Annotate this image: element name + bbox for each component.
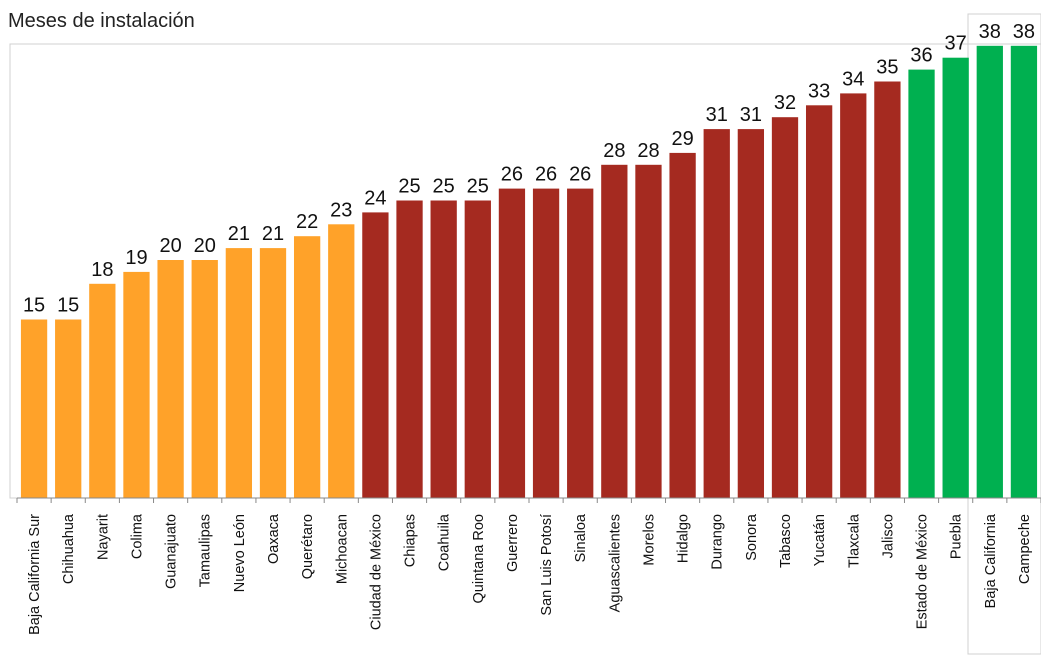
bar (1010, 45, 1038, 499)
bar (771, 117, 799, 498)
data-label: 26 (535, 164, 557, 186)
x-tick-label: Yucatán (812, 514, 828, 566)
x-tick-label: Michoacan (334, 514, 350, 584)
bar (225, 248, 253, 498)
bar (293, 236, 321, 498)
x-tick-label: Nuevo León (232, 514, 248, 592)
x-tick-label: Puebla (949, 513, 965, 559)
data-label: 15 (57, 295, 79, 317)
bar (55, 319, 82, 498)
data-label: 37 (945, 33, 967, 55)
data-label: 24 (364, 187, 386, 209)
x-tick-label: Jalisco (880, 514, 896, 558)
bar (20, 319, 48, 498)
data-label: 32 (774, 92, 796, 114)
bar (840, 93, 867, 499)
bar (191, 260, 218, 498)
x-tick-label: Baja California Sur (27, 514, 43, 635)
x-tick-label: Campeche (1017, 514, 1033, 584)
data-label: 18 (91, 259, 113, 281)
bar (498, 188, 526, 498)
x-tick-label: Tabasco (778, 514, 794, 568)
x-tick-label: Aguascalientes (607, 514, 623, 612)
bar (328, 224, 355, 499)
data-label: 29 (671, 128, 693, 150)
x-tick-label: Chihuahua (61, 513, 77, 584)
x-tick-label: Quintana Roo (471, 514, 487, 603)
data-label: 20 (159, 235, 181, 257)
data-label: 22 (296, 211, 318, 233)
x-tick-label: Tamaulipas (198, 514, 214, 587)
data-label: 33 (808, 80, 830, 102)
data-label: 34 (842, 68, 864, 90)
data-label: 26 (501, 164, 523, 186)
x-tick-label: Guanajuato (164, 514, 180, 589)
x-tick-label: Guerrero (505, 514, 521, 572)
data-label: 25 (398, 176, 420, 198)
bar (703, 129, 730, 498)
data-label: 28 (603, 140, 625, 162)
x-tick-label: Sonora (744, 513, 760, 561)
x-tick-label: Tlaxcala (846, 513, 862, 568)
x-tick-label: Chiapas (403, 514, 419, 567)
data-label: 26 (569, 164, 591, 186)
bar (908, 69, 935, 498)
chart-title: Meses de instalación (8, 10, 195, 32)
x-tick-label: Morelos (641, 514, 657, 566)
x-tick-label: Colima (129, 513, 145, 559)
bar (464, 200, 491, 498)
data-label: 25 (433, 176, 455, 198)
bar (635, 164, 662, 499)
x-tick-label: Estado de México (915, 514, 931, 629)
data-label: 23 (330, 199, 352, 221)
x-ticks-group (16, 498, 1041, 503)
bar (601, 164, 628, 499)
x-tick-label: Coahuila (437, 513, 453, 571)
data-label: 36 (910, 45, 932, 67)
x-tick-label: Ciudad de México (368, 514, 384, 630)
data-label: 31 (740, 104, 762, 126)
x-tick-label: Nayarit (95, 514, 111, 560)
bar (942, 57, 969, 498)
bar (532, 188, 560, 498)
data-label: 15 (23, 295, 45, 317)
bar (123, 271, 150, 498)
data-label: 38 (1013, 21, 1035, 43)
bar (430, 200, 457, 498)
data-label: 21 (262, 223, 284, 245)
bar (976, 45, 1003, 499)
bar (362, 212, 389, 498)
bar (737, 129, 765, 498)
bar (669, 152, 696, 498)
x-tick-label: Hidalgo (676, 514, 692, 563)
x-tick-label: Durango (710, 514, 726, 570)
bar (89, 283, 116, 498)
data-label: 19 (125, 247, 147, 269)
data-label: 31 (706, 104, 728, 126)
data-label: 35 (876, 57, 898, 79)
x-tick-label: San Luis Potosí (539, 514, 555, 616)
bar (396, 200, 423, 498)
bar (874, 81, 901, 498)
x-tick-label: Oaxaca (266, 513, 282, 564)
data-label: 38 (979, 21, 1001, 43)
x-tick-label: Sinaloa (573, 513, 589, 562)
x-tick-label: Baja California (983, 513, 999, 608)
data-label: 20 (194, 235, 216, 257)
category-labels-group: Baja California Sur Chihuahua Nayarit Colim… (27, 513, 1033, 635)
value-labels-group: 15 15 18 19 20 20 21 21 22 23 24 25 25 25 26 26 26 28 28 29… (23, 21, 1035, 317)
bars-group (20, 45, 1038, 499)
bar (567, 188, 594, 498)
x-tick-label: Querétaro (300, 514, 316, 579)
data-label: 28 (637, 140, 659, 162)
data-label: 21 (228, 223, 250, 245)
bar (157, 260, 184, 498)
bar (805, 105, 833, 499)
bar (259, 248, 287, 498)
data-label: 25 (467, 176, 489, 198)
